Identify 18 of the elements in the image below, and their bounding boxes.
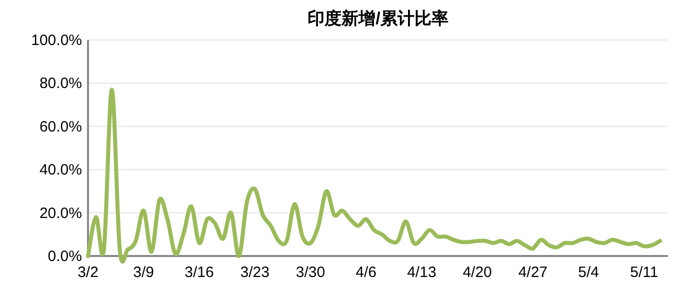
y-tick-label: 80.0% bbox=[39, 75, 82, 92]
x-tick-label: 5/4 bbox=[578, 264, 599, 281]
x-tick-label: 4/13 bbox=[407, 264, 436, 281]
x-tick-label: 3/9 bbox=[133, 264, 154, 281]
x-tick-label: 4/20 bbox=[462, 264, 492, 281]
chart-title: 印度新增/累计比率 bbox=[308, 9, 448, 28]
y-tick-label: 60.0% bbox=[39, 118, 82, 136]
x-tick-label: 4/27 bbox=[518, 264, 548, 281]
x-tick-label: 4/6 bbox=[356, 264, 377, 281]
y-tick-label: 100.0% bbox=[31, 32, 82, 49]
x-tick-label: 3/23 bbox=[240, 264, 270, 281]
x-tick-label: 3/16 bbox=[184, 264, 214, 281]
x-tick-label: 3/30 bbox=[296, 264, 326, 281]
x-tick-label: 5/11 bbox=[630, 264, 658, 281]
x-tick-label: 3/2 bbox=[78, 264, 98, 281]
y-tick-label: 40.0% bbox=[39, 162, 82, 179]
y-tick-label: 0.0% bbox=[48, 248, 82, 265]
y-tick-label: 20.0% bbox=[39, 204, 82, 222]
